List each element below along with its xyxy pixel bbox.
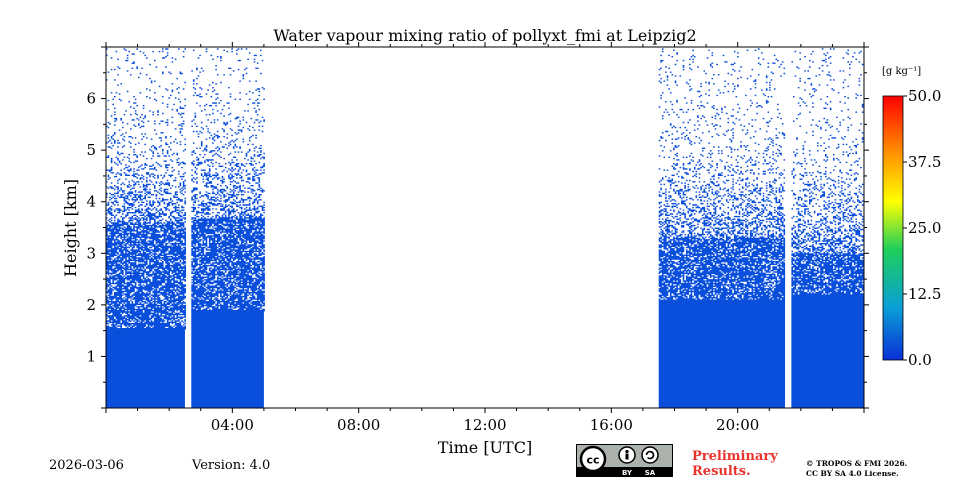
cc-icon: cc BY SA: [576, 445, 673, 477]
sparse-signal: [791, 48, 864, 296]
sa-share-icon: [641, 446, 659, 464]
data-segment: [106, 48, 186, 408]
solid-layer: [106, 328, 185, 408]
solid-layer: [191, 310, 264, 408]
x-axis-label: Time [UTC]: [438, 438, 532, 457]
x-tick-label: 16:00: [590, 416, 633, 434]
preliminary-line-2: Results.: [692, 464, 751, 479]
copyright-line-1: © TROPOS & FMI 2026.: [806, 459, 908, 468]
sparse-signal: [106, 48, 186, 330]
y-axis: 1 2 3 4 5 6: [86, 46, 869, 409]
colorbar: [g kg⁻¹] 0.0 12.5 25.0 37.5 50.0: [882, 66, 941, 369]
solid-layer: [658, 299, 786, 408]
y-tick-label: 5: [86, 141, 96, 159]
y-tick-label: 6: [86, 90, 96, 108]
svg-text:SA: SA: [645, 469, 656, 477]
svg-text:cc: cc: [586, 454, 599, 467]
colorbar-unit-label: [g kg⁻¹]: [882, 66, 921, 77]
solid-layer: [791, 294, 864, 408]
x-tick-label: 08:00: [337, 416, 380, 434]
sparse-signal: [658, 48, 786, 302]
y-axis-label: Height [km]: [61, 179, 80, 277]
heatmap-area: [106, 48, 864, 408]
preliminary-results-note: Preliminary Results.: [692, 449, 778, 479]
cc-license-badge: cc BY SA: [576, 444, 673, 477]
data-segment: [791, 48, 864, 408]
colorbar-tick-label: 0.0: [908, 351, 932, 369]
colorbar-ticks: 0.0 12.5 25.0 37.5 50.0: [903, 87, 941, 369]
x-tick-label: 12:00: [463, 416, 506, 434]
copyright-line-2: CC BY SA 4.0 License.: [806, 469, 899, 478]
y-tick-label: 1: [86, 347, 96, 365]
footer-version: Version: 4.0: [192, 458, 271, 473]
y-tick-label: 3: [86, 244, 96, 262]
x-tick-label: 04:00: [211, 416, 254, 434]
colorbar-tick-label: 25.0: [908, 219, 941, 237]
y-tick-label: 4: [86, 193, 96, 211]
x-axis: 04:00 08:00 12:00 16:00 20:00: [105, 42, 865, 434]
copyright-note: © TROPOS & FMI 2026. CC BY SA 4.0 Licens…: [806, 459, 907, 479]
colorbar-gradient: [883, 96, 903, 360]
preliminary-line-1: Preliminary: [692, 449, 778, 464]
y-tick-label: 2: [86, 296, 96, 314]
footer-date: 2026-03-06: [49, 458, 124, 473]
chart-title: Water vapour mixing ratio of pollyxt_fmi…: [273, 26, 696, 45]
colorbar-tick-label: 50.0: [908, 87, 941, 105]
svg-text:BY: BY: [622, 469, 633, 477]
data-segment: [191, 48, 265, 408]
sparse-signal: [191, 48, 265, 312]
colorbar-tick-label: 37.5: [908, 153, 941, 171]
data-segment: [658, 48, 786, 408]
x-tick-label: 20:00: [716, 416, 759, 434]
colorbar-tick-label: 12.5: [908, 285, 941, 303]
